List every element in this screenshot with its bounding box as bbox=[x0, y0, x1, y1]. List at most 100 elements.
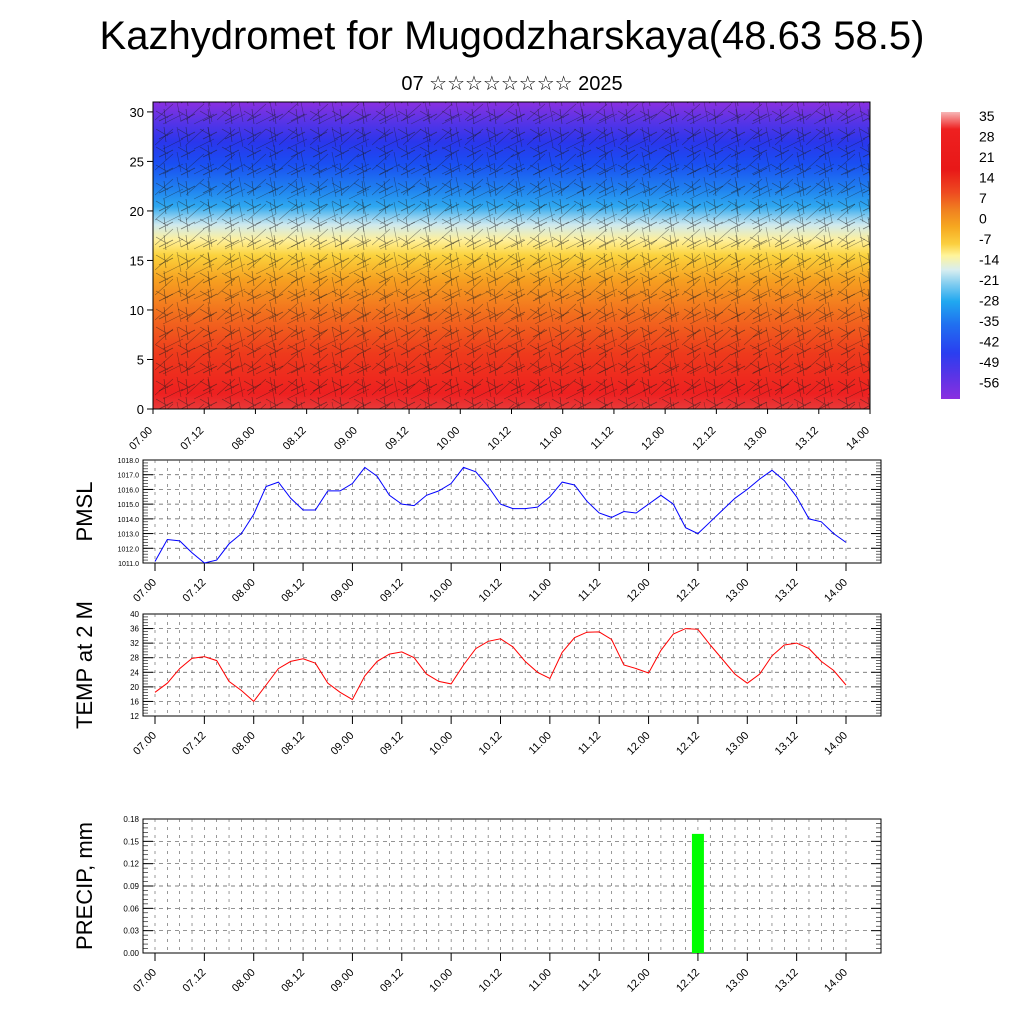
x-tick-label: 13.12 bbox=[773, 577, 801, 605]
y-tick-label: 20 bbox=[130, 683, 139, 692]
x-tick-label: 14.00 bbox=[822, 577, 850, 605]
y-tick-label: 5 bbox=[137, 352, 144, 367]
colorbar-label: 28 bbox=[979, 129, 995, 145]
x-tick-label: 08.12 bbox=[281, 425, 309, 453]
y-tick-label: 0.15 bbox=[123, 837, 139, 846]
y-tick-label: 1018.0 bbox=[118, 458, 140, 465]
x-tick-label: 11.12 bbox=[589, 425, 616, 452]
x-tick-label: 11.00 bbox=[527, 730, 554, 757]
panel-frame bbox=[142, 459, 882, 564]
x-tick-label: 08.00 bbox=[230, 967, 258, 995]
x-tick-label: 14.00 bbox=[844, 425, 872, 453]
x-tick-label: 08.00 bbox=[230, 730, 258, 758]
x-tick-label: 13.12 bbox=[773, 730, 801, 758]
colorbar-label: -49 bbox=[979, 354, 999, 370]
y-tick-label: 16 bbox=[130, 697, 139, 706]
colorbar-label: 14 bbox=[979, 170, 995, 186]
x-tick-label: 08.12 bbox=[279, 967, 307, 995]
x-tick-label: 09.12 bbox=[378, 577, 406, 605]
x-tick-label: 11.12 bbox=[576, 967, 603, 994]
y-tick-label: 0.18 bbox=[123, 815, 139, 824]
colorbar-label: -7 bbox=[979, 231, 992, 247]
page-title: Kazhydromet for Mugodzharskaya(48.63 58.… bbox=[99, 14, 925, 58]
y-tick-label: 1017.0 bbox=[118, 473, 140, 480]
x-tick-label: 12.00 bbox=[639, 425, 667, 453]
y-tick-label: 0.03 bbox=[123, 927, 139, 936]
x-tick-label: 07.00 bbox=[131, 967, 159, 995]
x-tick-label: 07.12 bbox=[178, 425, 206, 453]
x-tick-label: 10.12 bbox=[486, 425, 514, 453]
x-tick-label: 09.00 bbox=[332, 425, 360, 453]
x-tick-label: 09.12 bbox=[383, 425, 411, 453]
y-tick-label: 0.06 bbox=[123, 904, 139, 913]
y-axis-title: PMSL bbox=[72, 482, 97, 542]
precip-panel: 0.00 0.03 0.06 0.09 0.12 0.15 0.18 07.00 07.12 08… bbox=[72, 815, 882, 995]
x-tick-label: 09.12 bbox=[378, 967, 406, 995]
y-tick-label: 0.00 bbox=[123, 949, 139, 958]
colorbar-label: -56 bbox=[979, 375, 999, 391]
series-line bbox=[154, 466, 847, 564]
x-tick-label: 13.00 bbox=[723, 730, 751, 758]
y-tick-label: 24 bbox=[130, 668, 139, 677]
wind-vectors-secondary bbox=[153, 102, 870, 409]
colorbar bbox=[941, 112, 960, 399]
precip-bar bbox=[691, 833, 704, 953]
x-tick-label: 07.12 bbox=[181, 730, 209, 758]
temp-panel: 12 16 20 24 28 32 36 40 07.00 07.12 08.00 08.12 09.0… bbox=[72, 601, 882, 758]
y-axis-title: PRECIP, mm bbox=[72, 822, 97, 950]
x-tick-label: 13.12 bbox=[773, 967, 801, 995]
y-tick-label: 40 bbox=[130, 610, 139, 619]
x-tick-label: 13.00 bbox=[723, 577, 751, 605]
x-tick-label: 13.00 bbox=[742, 425, 770, 453]
x-tick-label: 08.00 bbox=[230, 425, 258, 453]
y-tick-label: 10 bbox=[130, 303, 144, 318]
x-tick-label: 09.00 bbox=[329, 577, 357, 605]
y-tick-label: 0.09 bbox=[123, 882, 139, 891]
x-tick-label: 09.00 bbox=[329, 730, 357, 758]
colorbar-label: 21 bbox=[979, 149, 995, 165]
colorbar-label: -35 bbox=[979, 313, 999, 329]
colorbar-label: 0 bbox=[979, 211, 987, 227]
x-tick-label: 10.12 bbox=[477, 577, 505, 605]
x-tick-label: 12.00 bbox=[625, 730, 653, 758]
y-tick-label: 25 bbox=[130, 154, 144, 169]
x-tick-label: 14.00 bbox=[822, 730, 850, 758]
y-tick-label: 32 bbox=[130, 639, 139, 648]
x-tick-label: 14.00 bbox=[822, 967, 850, 995]
y-tick-label: 30 bbox=[130, 105, 144, 120]
x-tick-label: 10.00 bbox=[427, 967, 455, 995]
x-tick-label: 07.00 bbox=[131, 730, 159, 758]
colorbar-label: -28 bbox=[979, 293, 999, 309]
y-tick-label: 1011.0 bbox=[118, 561, 139, 568]
colorbar-label: 35 bbox=[979, 108, 995, 124]
x-tick-label: 08.00 bbox=[230, 577, 258, 605]
y-tick-label: 1012.0 bbox=[118, 546, 140, 553]
x-tick-label: 07.12 bbox=[181, 577, 209, 605]
x-tick-label: 11.12 bbox=[576, 577, 603, 604]
x-tick-label: 13.00 bbox=[723, 967, 751, 995]
y-tick-label: 15 bbox=[130, 253, 144, 268]
y-tick-label: 1015.0 bbox=[118, 502, 140, 509]
x-tick-label: 09.12 bbox=[378, 730, 406, 758]
y-tick-label: 1014.0 bbox=[118, 517, 140, 524]
colorbar-label: -21 bbox=[979, 272, 999, 288]
y-tick-label: 1016.0 bbox=[118, 487, 140, 494]
x-tick-label: 08.12 bbox=[279, 577, 307, 605]
x-tick-label: 11.00 bbox=[537, 425, 564, 452]
x-tick-label: 11.00 bbox=[527, 577, 554, 604]
x-tick-label: 08.12 bbox=[279, 730, 307, 758]
y-axis-title: TEMP at 2 M bbox=[72, 601, 97, 729]
y-tick-label: 36 bbox=[130, 625, 139, 634]
y-tick-label: 0.12 bbox=[123, 860, 139, 869]
y-tick-label: 20 bbox=[130, 204, 144, 219]
page-subtitle: 07 ☆☆☆☆☆☆☆☆ 2025 bbox=[401, 73, 623, 95]
x-tick-label: 07.00 bbox=[127, 425, 155, 453]
x-tick-label: 12.12 bbox=[674, 730, 702, 758]
x-tick-label: 12.12 bbox=[674, 577, 702, 605]
y-tick-label: 12 bbox=[130, 712, 139, 721]
x-tick-label: 10.12 bbox=[477, 730, 505, 758]
x-tick-label: 10.00 bbox=[427, 577, 455, 605]
x-tick-label: 12.12 bbox=[674, 967, 702, 995]
x-tick-label: 09.00 bbox=[329, 967, 357, 995]
